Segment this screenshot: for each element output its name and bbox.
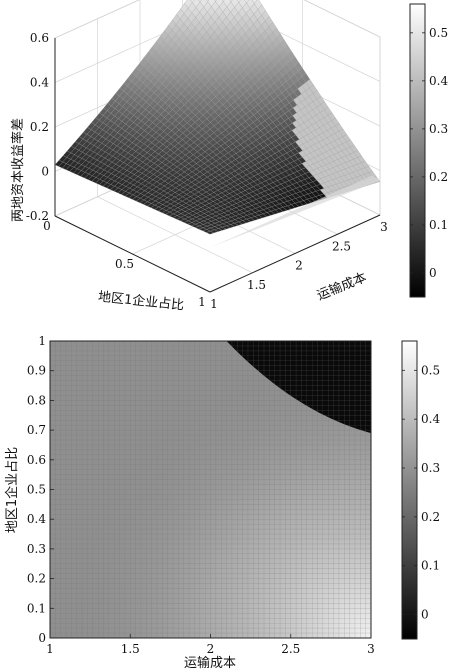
surface-z-tick-label: 0.4 <box>30 76 49 90</box>
surface-colorbar-tick-label: 0.1 <box>429 218 448 232</box>
surface-colorbar-tick-label: 0.4 <box>429 74 448 88</box>
heatmap-x-tick-label: 2 <box>207 642 215 656</box>
surface-cell <box>222 0 225 2</box>
surface-cell <box>205 231 215 235</box>
surface-y-tick-label: 0 <box>43 219 51 233</box>
surface-y-tick-label: 0.5 <box>115 257 134 271</box>
heatmap-y-tick-label: 0.9 <box>27 364 46 378</box>
heatmap-y-tick-label: 0.5 <box>27 483 46 497</box>
heatmap-x-tick-label: 2.5 <box>281 642 300 656</box>
heatmap-y-tick-label: 0 <box>38 631 46 645</box>
surface-y-tick-label: 1 <box>198 295 206 309</box>
heatmap-grid <box>50 341 371 638</box>
heatmap-y-tick-label: 0.6 <box>27 453 46 467</box>
heatmap-colorbar-bar <box>401 340 418 640</box>
surface-zlabel: 两地资本收益率差 <box>10 118 26 222</box>
heatmap-xlabel: 运输成本 <box>184 655 236 671</box>
surface-z-gridline <box>54 0 381 39</box>
surface-z-tick-label: 0 <box>41 165 49 179</box>
surface-colorbar-ticks: 0 0.1 0.2 0.3 0.4 0.5 <box>410 26 448 280</box>
heatmap-y-tick-label: 0.1 <box>27 601 46 615</box>
surface-colorbar: 0 0.1 0.2 0.3 0.4 0.5 <box>409 3 448 298</box>
surface-colorbar-bar <box>409 3 426 298</box>
heatmap-x-tick-label: 1 <box>46 642 54 656</box>
surface-x-tick-label: 3 <box>380 220 388 234</box>
heatmap-colorbar-tick-label: 0.4 <box>421 412 440 426</box>
surface-x-tick-label: 2 <box>295 259 303 273</box>
heatmap-colorbar-tick-label: 0.1 <box>421 559 440 573</box>
heatmap-colorbar: 0 0.1 0.2 0.3 0.4 0.5 <box>401 340 440 640</box>
surface-x-tick-label: 1.5 <box>247 278 266 292</box>
heatmap-x-tick-label: 1.5 <box>121 642 140 656</box>
surface-z-tick-label: -0.2 <box>26 209 49 223</box>
heatmap-y-tick-label: 0.8 <box>27 393 46 407</box>
heatmap-y-tick-label: 0.7 <box>27 423 46 437</box>
surface-ylabel: 地区1企业占比 <box>97 289 184 314</box>
surface-y-axis <box>54 215 211 293</box>
heatmap-y-tick-label: 0.4 <box>27 512 46 526</box>
surface-colorbar-tick-label: 0.3 <box>429 122 448 136</box>
surface-mesh <box>54 0 381 248</box>
heatmap-ticks: 1 1.5 2 2.5 3 0 0.1 0.2 0.3 0.4 0.5 0.6 0.7 0.8 0.9 1 <box>27 334 375 656</box>
heatmap-x-tick-label: 3 <box>367 642 375 656</box>
heatmap-y-tick-label: 0.3 <box>27 542 46 556</box>
surface-colorbar-tick-label: 0 <box>429 266 437 280</box>
heatmap-colorbar-tick-label: 0.5 <box>421 363 440 377</box>
surface-cell <box>206 0 210 2</box>
heatmap-y-tick-label: 1 <box>38 334 46 348</box>
surface-zero-sheet <box>210 175 380 248</box>
surface-cell <box>214 0 217 2</box>
surface-x-axis <box>209 214 381 293</box>
heatmap-ylabel: 地区1企业占比 <box>4 447 20 533</box>
heatmap-colorbar-tick-label: 0 <box>421 608 429 622</box>
surface-x-tick-label: 2.5 <box>332 239 351 253</box>
surface-colorbar-tick-label: 0.5 <box>429 26 448 40</box>
heatmap-colorbar-ticks: 0 0.1 0.2 0.3 0.4 0.5 <box>402 363 440 622</box>
heatmap-colorbar-tick-label: 0.2 <box>421 510 440 524</box>
surface-z-tick-label: 0.2 <box>30 120 49 134</box>
heatmap-y-tick-label: 0.2 <box>27 572 46 586</box>
heatmap-plot: 1 1.5 2 2.5 3 0 0.1 0.2 0.3 0.4 0.5 0.6 0.7 0.8 0.9 1 运… <box>4 334 375 671</box>
surface-cell <box>229 0 233 3</box>
surface-colorbar-tick-label: 0.2 <box>429 170 448 184</box>
heatmap-colorbar-tick-label: 0.3 <box>421 461 440 475</box>
heatmap-dark-region <box>226 341 371 434</box>
surface-z-tick-label: 0.6 <box>30 31 49 45</box>
surface-x-tick-label: 1 <box>210 297 218 311</box>
surface-xlabel: 运输成本 <box>315 269 369 303</box>
